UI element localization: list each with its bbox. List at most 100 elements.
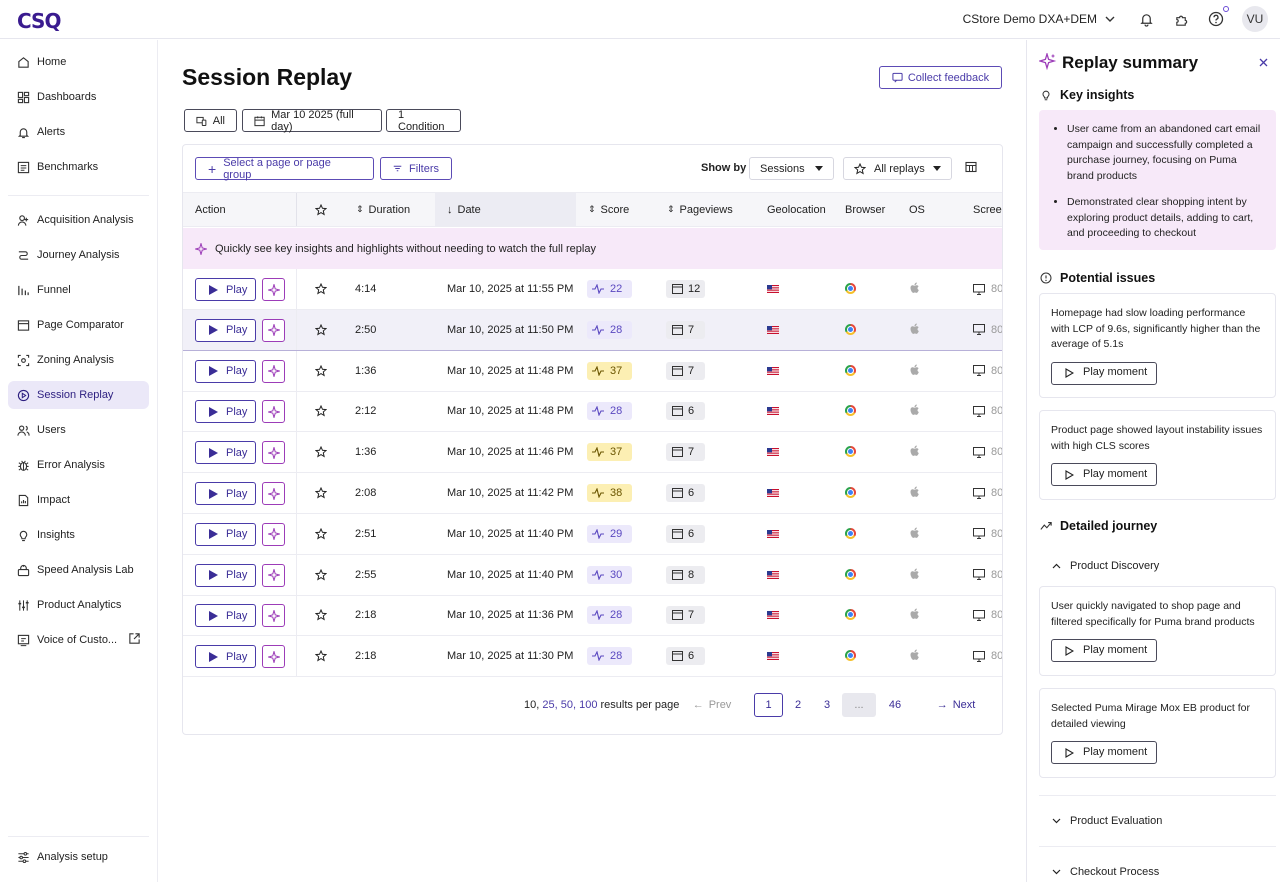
sidebar-item-users[interactable]: Users (8, 416, 149, 444)
collect-feedback-button[interactable]: Collect feedback (879, 66, 1002, 89)
sidebar-item-product-analytics[interactable]: Product Analytics (8, 591, 149, 619)
sidebar-item-acquisition-analysis[interactable]: Acquisition Analysis (8, 206, 149, 234)
play-moment-button[interactable]: Play moment (1051, 639, 1157, 662)
sidebar-item-analysis-setup[interactable]: Analysis setup (8, 843, 149, 871)
page-button-2[interactable]: 2 (794, 699, 802, 711)
sidebar-item-speed-analysis-lab[interactable]: Speed Analysis Lab (8, 556, 149, 584)
page-icon (672, 569, 683, 580)
header-score[interactable]: ⇕ Score (588, 193, 629, 226)
sidebar-item-page-comparator[interactable]: Page Comparator (8, 311, 149, 339)
play-button[interactable]: Play (195, 645, 256, 669)
integrations-icon[interactable] (1172, 10, 1190, 28)
favorite-star[interactable] (315, 351, 327, 391)
rpp-50[interactable]: 50, (560, 699, 577, 711)
sidebar-item-dashboards[interactable]: Dashboards (8, 83, 149, 111)
play-button[interactable]: Play (195, 400, 256, 424)
ai-summary-button[interactable] (262, 318, 285, 342)
ai-summary-button[interactable] (262, 604, 285, 628)
sidebar-item-home[interactable]: Home (8, 48, 149, 76)
favorite-star[interactable] (315, 391, 327, 431)
favorite-star[interactable] (315, 514, 327, 554)
header-date[interactable]: ↓ Date (435, 193, 576, 226)
help-icon[interactable] (1207, 6, 1229, 28)
play-button[interactable]: Play (195, 522, 256, 546)
table-row[interactable]: Play 1:36 Mar 10, 2025 at 11:46 PM 37 7 (183, 432, 1002, 474)
table-row[interactable]: Play 4:14 Mar 10, 2025 at 11:55 PM 22 12 (183, 269, 1002, 310)
favorite-star[interactable] (315, 555, 327, 595)
sidebar-item-alerts[interactable]: Alerts (8, 118, 149, 146)
ai-summary-button[interactable] (262, 645, 285, 669)
play-moment-button[interactable]: Play moment (1051, 361, 1157, 385)
play-button[interactable]: Play (195, 482, 256, 505)
select-page-button[interactable]: + Select a page or page group (195, 156, 374, 181)
rpp-10[interactable]: 10, (524, 699, 540, 711)
favorite-star[interactable] (315, 310, 327, 350)
table-row[interactable]: Play 2:08 Mar 10, 2025 at 11:42 PM 38 6 (183, 473, 1002, 514)
date-filter-chip[interactable]: Mar 10 2025 (full day) (242, 109, 382, 133)
show-by-select[interactable]: Sessions (749, 157, 834, 180)
table-row[interactable]: Play 1:36 Mar 10, 2025 at 11:48 PM 37 7 (183, 350, 1002, 392)
table-row[interactable]: Play 2:51 Mar 10, 2025 at 11:40 PM 29 6 (183, 513, 1002, 555)
sidebar-item-insights[interactable]: Insights (8, 521, 149, 549)
sidebar-item-error-analysis[interactable]: Error Analysis (8, 451, 149, 479)
play-button[interactable]: Play (195, 604, 256, 628)
favorite-star[interactable] (315, 473, 327, 513)
star-icon (315, 283, 327, 295)
sidebar-item-voice-of-customer[interactable]: Voice of Custo... (8, 626, 149, 654)
play-button[interactable]: Play (195, 318, 256, 342)
sidebar-item-funnel[interactable]: Funnel (8, 276, 149, 304)
play-moment-button[interactable]: Play moment (1051, 463, 1157, 486)
page-button-3[interactable]: 3 (823, 699, 831, 711)
ai-summary-button[interactable] (262, 359, 285, 383)
table-row[interactable]: Play 2:18 Mar 10, 2025 at 11:30 PM 28 6 (183, 636, 1002, 678)
stage-product-evaluation[interactable]: Product Evaluation (1052, 815, 1162, 827)
ai-summary-button[interactable] (262, 563, 285, 587)
header-duration[interactable]: ⇕ Duration (356, 193, 410, 226)
page-button-46[interactable]: 46 (888, 699, 902, 711)
filters-button[interactable]: Filters (380, 157, 452, 180)
play-moment-button[interactable]: Play moment (1051, 741, 1157, 764)
select-page-label: Select a page or page group (223, 156, 331, 181)
play-button[interactable]: Play (195, 359, 256, 383)
next-button[interactable]: → Next (935, 693, 977, 717)
sidebar-item-impact[interactable]: Impact (8, 486, 149, 514)
ai-summary-button[interactable] (262, 482, 285, 505)
stage-checkout-process[interactable]: Checkout Process (1052, 866, 1159, 878)
sidebar-item-journey-analysis[interactable]: Journey Analysis (8, 241, 149, 269)
columns-icon[interactable] (965, 161, 977, 176)
workspace-selector[interactable]: CStore Demo DXA+DEM (963, 12, 1115, 26)
device-filter-chip[interactable]: All (184, 109, 237, 132)
play-button[interactable]: Play (195, 441, 256, 465)
condition-filter-chip[interactable]: 1 Condition (386, 109, 461, 133)
table-row[interactable]: Play 2:12 Mar 10, 2025 at 11:48 PM 28 6 (183, 391, 1002, 433)
table-row[interactable]: Play 2:50 Mar 10, 2025 at 11:50 PM 28 7 (183, 309, 1002, 351)
favorite-star[interactable] (315, 269, 327, 309)
close-icon[interactable] (1259, 56, 1268, 70)
ai-summary-button[interactable] (262, 522, 285, 546)
favorite-star[interactable] (315, 636, 327, 676)
ai-summary-button[interactable] (262, 441, 285, 465)
rpp-100[interactable]: 100 (579, 699, 598, 711)
ai-summary-button[interactable] (262, 400, 285, 424)
sidebar-item-zoning-analysis[interactable]: Zoning Analysis (8, 346, 149, 374)
header-pageviews[interactable]: ⇕ Pageviews (667, 193, 733, 226)
stage-product-discovery[interactable]: Product Discovery (1052, 560, 1159, 572)
bell-icon[interactable] (1137, 10, 1155, 28)
header-star[interactable] (315, 193, 327, 226)
rpp-25[interactable]: 25, (542, 699, 558, 711)
favorite-star[interactable] (315, 595, 327, 635)
avatar[interactable]: VU (1242, 6, 1268, 32)
page-button-1[interactable]: 1 (754, 693, 783, 717)
sidebar-item-benchmarks[interactable]: Benchmarks (8, 153, 149, 181)
sidebar-item-session-replay[interactable]: Session Replay (8, 381, 149, 409)
prev-button[interactable]: ← Prev (691, 693, 733, 717)
play-button[interactable]: Play (195, 563, 256, 587)
replays-select[interactable]: All replays (843, 157, 952, 180)
row-divider (296, 473, 297, 513)
table-row[interactable]: Play 2:18 Mar 10, 2025 at 11:36 PM 28 7 (183, 595, 1002, 637)
ai-summary-button[interactable] (262, 278, 285, 301)
table-row[interactable]: Play 2:55 Mar 10, 2025 at 11:40 PM 30 8 (183, 554, 1002, 596)
play-button[interactable]: Play (195, 278, 256, 301)
favorite-star[interactable] (315, 432, 327, 472)
logo[interactable]: CSQ (17, 9, 61, 33)
